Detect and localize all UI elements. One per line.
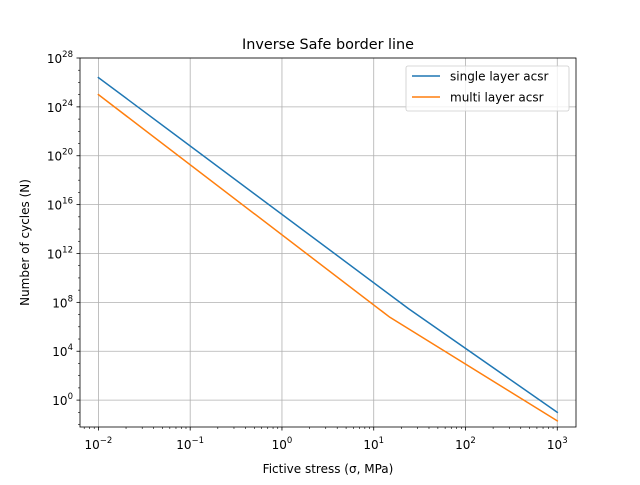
y-tick-label: 100 bbox=[52, 392, 73, 408]
legend-label-2: multi layer acsr bbox=[450, 91, 544, 105]
y-tick-label-base: 10 bbox=[47, 199, 62, 213]
y-tick-label: 104 bbox=[52, 343, 73, 359]
series-line-2 bbox=[97, 93, 559, 422]
y-tick-label: 1028 bbox=[47, 50, 73, 66]
legend-label-1: single layer acsr bbox=[450, 70, 548, 84]
y-tick-label-exponent: 4 bbox=[68, 343, 73, 353]
x-tick-label-exponent: 3 bbox=[562, 436, 567, 446]
y-tick-label-base: 10 bbox=[52, 345, 67, 359]
x-tick-label-base: 10 bbox=[85, 438, 100, 452]
chart-title: Inverse Safe border line bbox=[242, 37, 414, 53]
y-tick-label-exponent: 12 bbox=[62, 245, 73, 255]
y-tick-label-exponent: 16 bbox=[62, 197, 73, 207]
y-tick-label-exponent: 8 bbox=[68, 294, 73, 304]
y-tick-label: 108 bbox=[52, 294, 73, 310]
x-tick-label: 10−2 bbox=[85, 436, 113, 452]
plot-frame bbox=[79, 57, 577, 428]
x-tick-label-base: 10 bbox=[272, 438, 287, 452]
x-tick-label: 100 bbox=[272, 436, 293, 452]
y-tick-label: 1024 bbox=[47, 99, 73, 115]
x-tick-label: 10−1 bbox=[176, 436, 204, 452]
x-tick-label-base: 10 bbox=[363, 438, 378, 452]
axis-ticks: 10−2 10−1 100 101 102 10310010410810121016102… bbox=[47, 50, 568, 452]
y-tick-label-exponent: 20 bbox=[62, 148, 73, 158]
x-tick-label-exponent: 0 bbox=[287, 436, 292, 446]
x-tick-label: 102 bbox=[455, 436, 476, 452]
y-tick-label-base: 10 bbox=[47, 247, 62, 261]
x-tick-label-exponent: 1 bbox=[379, 436, 384, 446]
legend-box bbox=[405, 65, 570, 112]
legend: single layer acsr multi layer acsr bbox=[405, 65, 570, 112]
x-tick-label: 101 bbox=[363, 436, 384, 452]
y-tick-label-exponent: 28 bbox=[62, 50, 73, 60]
x-tick-label-exponent: −2 bbox=[100, 436, 113, 446]
x-tick-label-exponent: −1 bbox=[192, 436, 205, 446]
x-tick-label-exponent: 2 bbox=[470, 436, 475, 446]
y-tick-label: 1012 bbox=[47, 245, 73, 261]
x-tick-label: 103 bbox=[547, 436, 568, 452]
y-tick-label-base: 10 bbox=[47, 52, 62, 66]
y-tick-label-base: 10 bbox=[52, 394, 67, 408]
y-tick-label-base: 10 bbox=[52, 296, 67, 310]
y-tick-label: 1016 bbox=[47, 197, 73, 213]
x-tick-label-base: 10 bbox=[547, 438, 562, 452]
y-axis-label: Number of cycles (N) bbox=[18, 179, 32, 306]
x-axis-label: Fictive stress (σ, MPa) bbox=[263, 462, 394, 476]
y-tick-label-base: 10 bbox=[47, 101, 62, 115]
plot-lines bbox=[97, 76, 559, 422]
y-tick-label-exponent: 24 bbox=[62, 99, 73, 109]
series-line-1 bbox=[97, 76, 559, 414]
y-tick-label-exponent: 0 bbox=[68, 392, 73, 402]
y-tick-label-base: 10 bbox=[47, 150, 62, 164]
x-tick-label-base: 10 bbox=[176, 438, 191, 452]
y-tick-label: 1020 bbox=[47, 148, 73, 164]
x-tick-label-base: 10 bbox=[455, 438, 470, 452]
